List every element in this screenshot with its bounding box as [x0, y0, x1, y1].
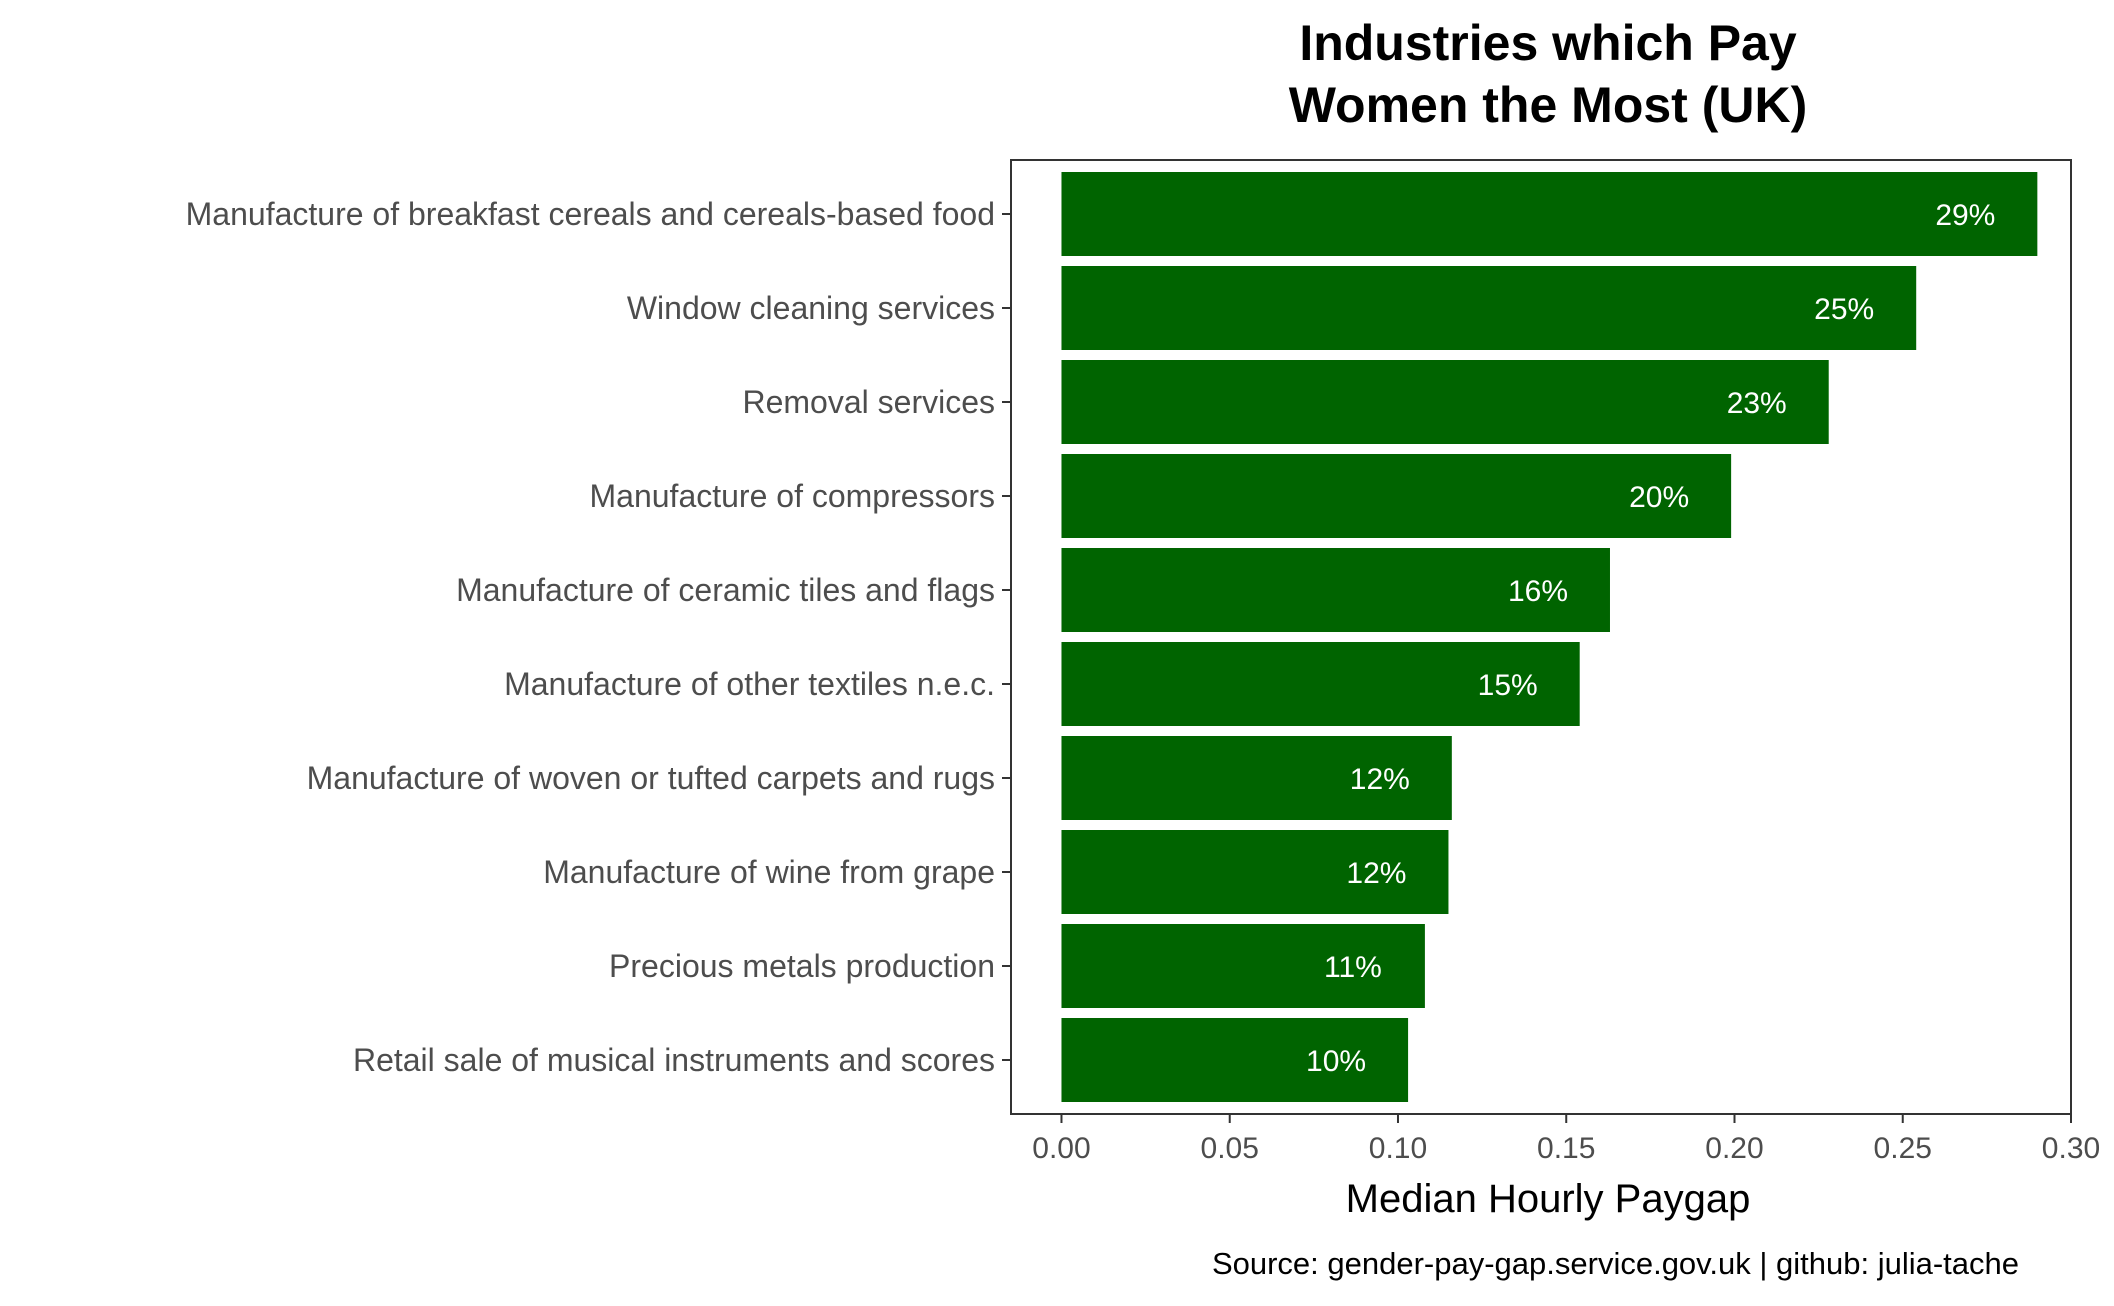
x-axis-tick-label: 0.15	[1537, 1132, 1595, 1165]
x-axis-title: Median Hourly Paygap	[1346, 1177, 1751, 1221]
bar-data-label: 29%	[1935, 199, 1995, 232]
category-label: Removal services	[742, 384, 995, 420]
bar-data-label: 12%	[1350, 763, 1410, 796]
category-labels-group: Manufacture of breakfast cereals and cer…	[186, 196, 1011, 1078]
x-axis-tick-label: 0.25	[1874, 1132, 1932, 1165]
category-label: Manufacture of other textiles n.e.c.	[504, 666, 995, 702]
bar-data-label: 15%	[1478, 669, 1538, 702]
bar-data-label: 20%	[1629, 481, 1689, 514]
category-label: Manufacture of breakfast cereals and cer…	[186, 196, 995, 232]
bar	[1061, 1018, 1409, 1102]
chart-title-line-2: Women the Most (UK)	[1289, 77, 1807, 133]
bars-group: 29% 25% 23% 20% 16% 15% 12% 12% 11% 10%	[1061, 172, 2038, 1102]
x-axis-tick-label: 0.10	[1369, 1132, 1427, 1165]
bar	[1061, 266, 1917, 350]
x-axis-ticks-group: 0.00 0.05 0.10 0.15 0.20 0.25 0.30	[1032, 1114, 2100, 1165]
category-label: Retail sale of musical instruments and s…	[353, 1042, 995, 1078]
bar	[1061, 360, 1829, 444]
x-axis-tick-label: 0.05	[1201, 1132, 1259, 1165]
bar	[1061, 736, 1452, 820]
bar	[1061, 454, 1732, 538]
bar	[1061, 830, 1449, 914]
category-label: Manufacture of compressors	[590, 478, 996, 514]
x-axis-tick-label: 0.20	[1705, 1132, 1763, 1165]
plot-panel-border	[1010, 159, 2072, 1115]
bar	[1061, 548, 1610, 632]
category-label: Window cleaning services	[627, 290, 995, 326]
x-axis-tick-label: 0.00	[1032, 1132, 1090, 1165]
bar-data-label: 10%	[1306, 1045, 1366, 1078]
bar-data-label: 23%	[1727, 387, 1787, 420]
bar-data-label: 12%	[1346, 857, 1406, 890]
source-caption: Source: gender-pay-gap.service.gov.uk | …	[1212, 1246, 2019, 1281]
bar-data-label: 16%	[1508, 575, 1568, 608]
category-label: Manufacture of woven or tufted carpets a…	[307, 760, 995, 796]
bar	[1061, 172, 2038, 256]
category-label: Manufacture of ceramic tiles and flags	[456, 572, 995, 608]
category-label: Precious metals production	[609, 948, 995, 984]
x-axis-tick-label: 0.30	[2042, 1132, 2100, 1165]
bar	[1061, 924, 1425, 1008]
bar-data-label: 25%	[1814, 293, 1874, 326]
bar	[1061, 642, 1580, 726]
chart-title-line-1: Industries which Pay	[1299, 15, 1797, 71]
category-label: Manufacture of wine from grape	[543, 854, 995, 890]
bar-data-label: 11%	[1324, 951, 1382, 984]
